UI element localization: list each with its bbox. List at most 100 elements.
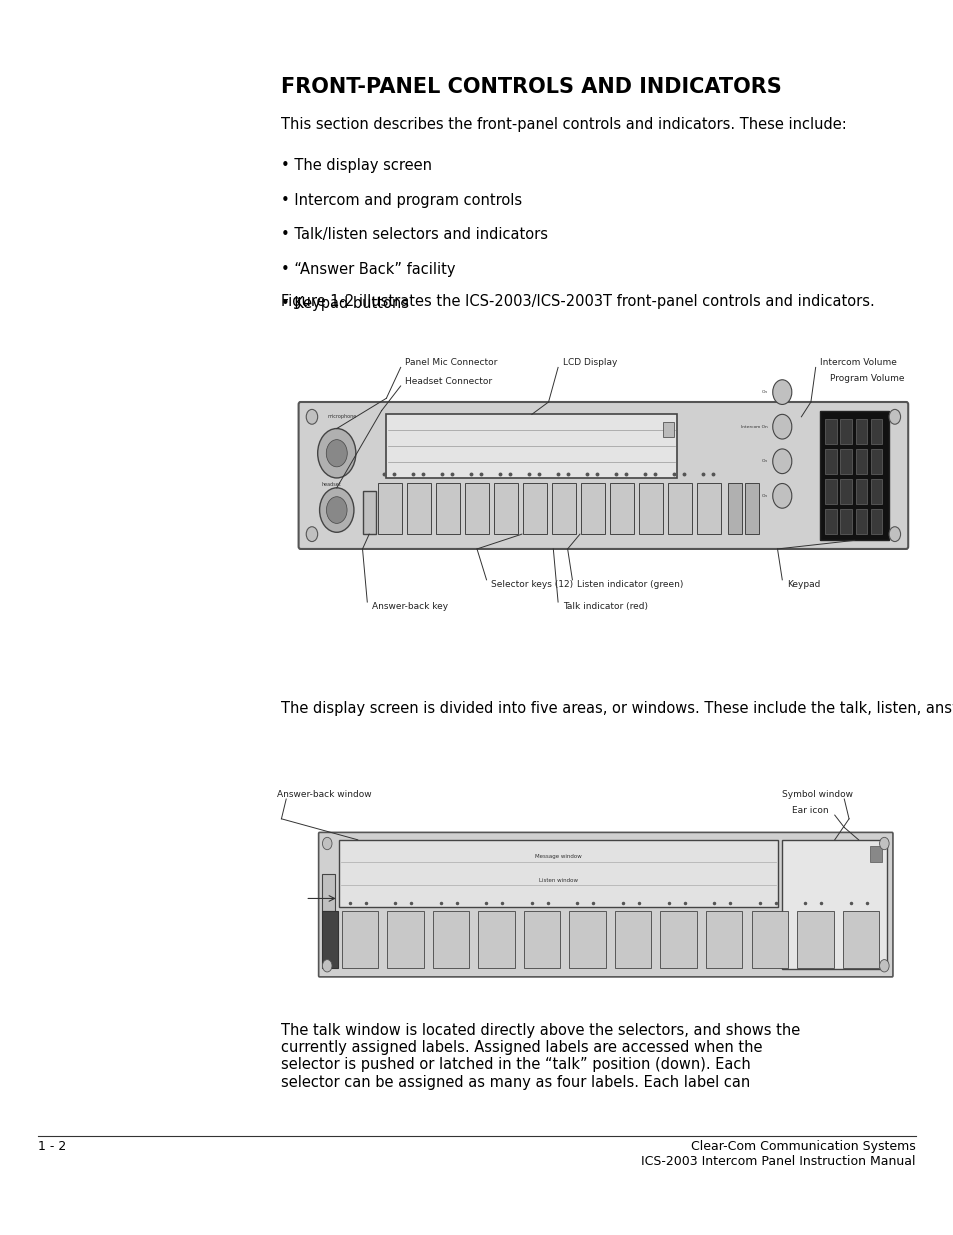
Circle shape xyxy=(326,440,347,467)
Bar xyxy=(824,479,836,504)
Bar xyxy=(386,415,677,478)
Bar xyxy=(639,483,662,535)
Bar xyxy=(569,911,605,968)
Text: Panel Mic Connector: Panel Mic Connector xyxy=(405,358,497,368)
Circle shape xyxy=(322,960,332,972)
Bar xyxy=(662,422,674,437)
Text: Figure 1-2 illustrates the ICS-2003/ICS-2003T front-panel controls and indicator: Figure 1-2 illustrates the ICS-2003/ICS-… xyxy=(281,294,874,309)
Bar xyxy=(855,450,866,474)
Bar xyxy=(432,911,469,968)
Text: On: On xyxy=(761,459,767,463)
Bar xyxy=(824,450,836,474)
Text: Symbol window: Symbol window xyxy=(781,790,852,799)
Text: Talk indicator (red): Talk indicator (red) xyxy=(562,603,647,611)
Text: 1 - 2: 1 - 2 xyxy=(38,1140,67,1153)
Circle shape xyxy=(326,496,347,524)
Bar xyxy=(477,911,514,968)
Text: Listen indicator (green): Listen indicator (green) xyxy=(577,580,683,589)
Bar xyxy=(659,911,696,968)
Text: The talk window is located directly above the selectors, and shows the
currently: The talk window is located directly abov… xyxy=(281,1023,800,1089)
Text: FRONT-PANEL CONTROLS AND INDICATORS: FRONT-PANEL CONTROLS AND INDICATORS xyxy=(281,77,781,96)
Bar xyxy=(870,479,882,504)
Circle shape xyxy=(772,414,791,440)
Bar xyxy=(523,911,559,968)
Circle shape xyxy=(317,429,355,478)
Bar xyxy=(436,483,459,535)
Bar xyxy=(841,911,878,968)
Text: microphone: microphone xyxy=(327,415,356,420)
Text: Intercom Volume: Intercom Volume xyxy=(820,358,897,368)
Bar xyxy=(870,450,882,474)
Bar xyxy=(609,483,633,535)
Bar xyxy=(697,483,720,535)
Bar xyxy=(341,911,377,968)
Bar xyxy=(855,509,866,535)
Text: • “Answer Back” facility: • “Answer Back” facility xyxy=(281,262,456,277)
Circle shape xyxy=(888,410,900,425)
Text: Clear-Com Communication Systems
ICS-2003 Intercom Panel Instruction Manual: Clear-Com Communication Systems ICS-2003… xyxy=(640,1140,915,1168)
Bar xyxy=(494,483,517,535)
Bar xyxy=(796,911,833,968)
Text: • Keypad buttons: • Keypad buttons xyxy=(281,296,409,311)
Bar xyxy=(322,911,337,968)
Bar xyxy=(406,483,430,535)
Bar xyxy=(464,483,488,535)
Bar xyxy=(522,483,546,535)
Text: Headset Connector: Headset Connector xyxy=(405,377,492,385)
Bar xyxy=(824,420,836,445)
Circle shape xyxy=(306,410,317,425)
Bar xyxy=(322,874,335,911)
Bar xyxy=(820,410,888,541)
Bar xyxy=(855,479,866,504)
Text: On: On xyxy=(761,390,767,394)
Bar xyxy=(840,479,851,504)
Text: Program Volume: Program Volume xyxy=(829,374,903,383)
Circle shape xyxy=(319,488,354,532)
Bar xyxy=(824,509,836,535)
Text: LCD Display: LCD Display xyxy=(562,358,617,368)
Bar xyxy=(338,840,777,906)
FancyBboxPatch shape xyxy=(318,832,892,977)
Circle shape xyxy=(888,527,900,542)
Bar xyxy=(727,483,741,535)
Bar xyxy=(377,483,401,535)
Text: Keypad: Keypad xyxy=(786,580,820,589)
Bar xyxy=(705,911,741,968)
Text: This section describes the front-panel controls and indicators. These include:: This section describes the front-panel c… xyxy=(281,117,846,132)
Text: Listen window: Listen window xyxy=(538,878,577,883)
Circle shape xyxy=(322,837,332,850)
Bar xyxy=(869,846,882,862)
Bar xyxy=(840,509,851,535)
FancyBboxPatch shape xyxy=(298,403,907,548)
Bar xyxy=(580,483,604,535)
Text: Intercom On: Intercom On xyxy=(740,425,767,429)
Text: Message window: Message window xyxy=(534,853,581,858)
Text: • Intercom and program controls: • Intercom and program controls xyxy=(281,193,522,207)
Circle shape xyxy=(772,450,791,474)
Bar xyxy=(840,450,851,474)
Bar xyxy=(551,483,575,535)
Bar xyxy=(781,840,886,969)
Circle shape xyxy=(772,484,791,509)
Circle shape xyxy=(772,379,791,405)
Bar xyxy=(387,911,423,968)
Text: Answer-back window: Answer-back window xyxy=(276,790,371,799)
Bar xyxy=(855,420,866,445)
Bar xyxy=(870,509,882,535)
Bar xyxy=(751,911,787,968)
Circle shape xyxy=(306,527,317,542)
Text: Selector keys (12): Selector keys (12) xyxy=(491,580,573,589)
Bar xyxy=(744,483,759,535)
Text: • Talk/listen selectors and indicators: • Talk/listen selectors and indicators xyxy=(281,227,548,242)
Bar xyxy=(362,492,375,535)
Bar xyxy=(614,911,651,968)
Circle shape xyxy=(879,960,888,972)
Text: The display screen is divided into five areas, or windows. These include the tal: The display screen is divided into five … xyxy=(281,701,953,716)
Text: Ear icon: Ear icon xyxy=(791,806,827,815)
Text: headset: headset xyxy=(321,482,341,487)
Text: • The display screen: • The display screen xyxy=(281,158,432,173)
Bar xyxy=(870,420,882,445)
Text: On: On xyxy=(761,494,767,498)
Circle shape xyxy=(879,837,888,850)
Bar xyxy=(840,420,851,445)
